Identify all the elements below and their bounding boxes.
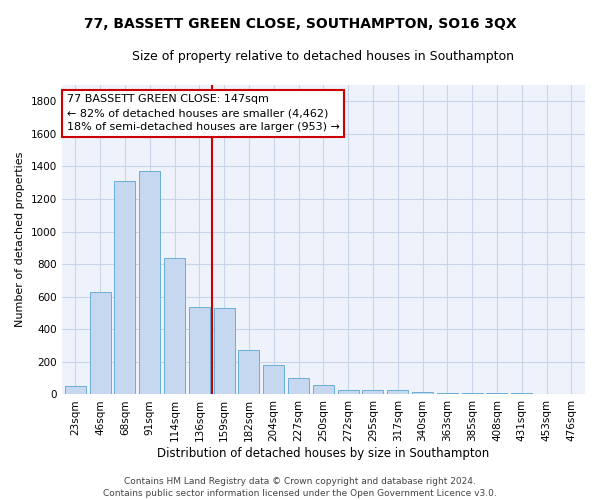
Bar	[164, 258, 185, 394]
Bar	[412, 392, 433, 394]
Bar	[115, 181, 136, 394]
Bar	[461, 393, 482, 394]
Bar	[263, 365, 284, 394]
Text: 77 BASSETT GREEN CLOSE: 147sqm
← 82% of detached houses are smaller (4,462)
18% : 77 BASSETT GREEN CLOSE: 147sqm ← 82% of …	[67, 94, 340, 132]
Bar	[89, 292, 110, 394]
Bar	[487, 393, 508, 394]
Bar	[288, 378, 309, 394]
Bar	[238, 350, 259, 395]
Bar	[313, 384, 334, 394]
Bar	[362, 390, 383, 394]
Bar	[214, 308, 235, 394]
Y-axis label: Number of detached properties: Number of detached properties	[15, 152, 25, 328]
Bar	[139, 170, 160, 394]
Bar	[338, 390, 359, 394]
Bar	[387, 390, 408, 394]
Title: Size of property relative to detached houses in Southampton: Size of property relative to detached ho…	[133, 50, 514, 63]
Bar	[511, 393, 532, 394]
Text: Contains HM Land Registry data © Crown copyright and database right 2024.
Contai: Contains HM Land Registry data © Crown c…	[103, 476, 497, 498]
Bar	[189, 306, 210, 394]
Bar	[437, 392, 458, 394]
Bar	[65, 386, 86, 394]
X-axis label: Distribution of detached houses by size in Southampton: Distribution of detached houses by size …	[157, 447, 490, 460]
Text: 77, BASSETT GREEN CLOSE, SOUTHAMPTON, SO16 3QX: 77, BASSETT GREEN CLOSE, SOUTHAMPTON, SO…	[83, 18, 517, 32]
